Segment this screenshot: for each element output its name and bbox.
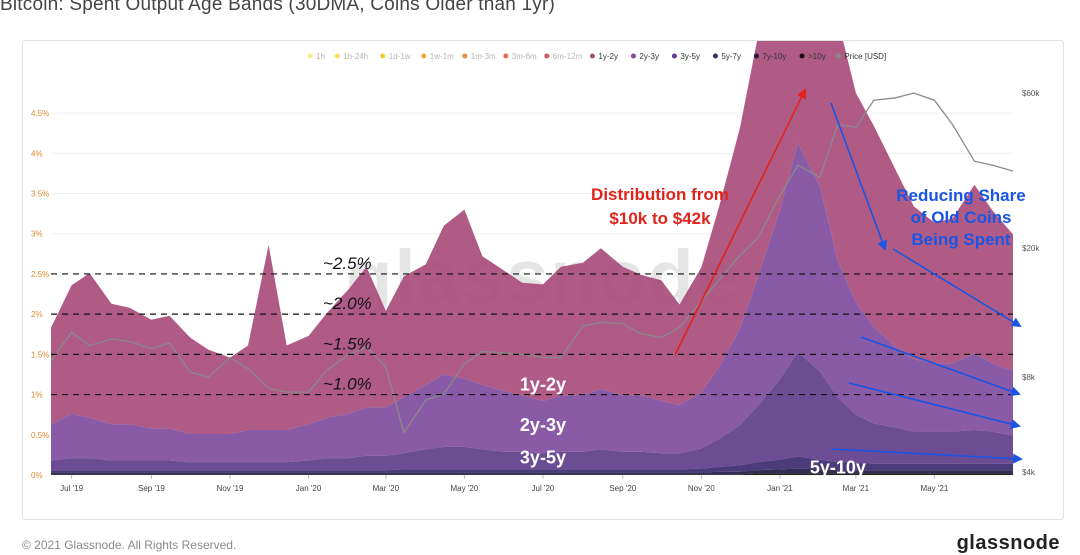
- legend-marker: [334, 53, 340, 59]
- chart-title: Bitcoin: Spent Output Age Bands (30DMA, …: [0, 0, 556, 15]
- y-tick-label-left: 1%: [31, 391, 43, 400]
- legend-marker: [712, 53, 718, 59]
- legend-item[interactable]: 3y-5y: [671, 52, 700, 61]
- y-tick-label-left: 0%: [31, 471, 43, 480]
- blue-arrow: [860, 336, 1021, 396]
- legend-item[interactable]: >10y: [799, 52, 826, 61]
- y-tick-label-right: $4k: [1022, 468, 1036, 477]
- blue-arrow: [892, 248, 1022, 328]
- legend-item[interactable]: 1m-3m: [462, 52, 496, 61]
- area-band-1y-2y: [51, 41, 1013, 434]
- legend-item[interactable]: 1w-1m: [421, 52, 454, 61]
- blue-annotation-text: of Old Coins: [910, 208, 1011, 227]
- reference-line-label: ~1.5%: [323, 334, 372, 353]
- x-tick-label: Nov '19: [217, 484, 244, 493]
- brand-logo-text: glassnode: [956, 532, 1060, 554]
- legend-label: 1h-24h: [343, 52, 368, 61]
- y-tick-label-left: 1.5%: [31, 350, 49, 359]
- legend-label: 6m-12m: [553, 52, 583, 61]
- legend-item[interactable]: 1d-1w: [380, 52, 411, 61]
- legend-item[interactable]: 6m-12m: [544, 52, 582, 61]
- legend-label: 1w-1m: [430, 52, 454, 61]
- blue-arrow: [830, 448, 1023, 464]
- legend-item[interactable]: 7y-10y: [753, 52, 787, 61]
- y-tick-label-left: 0.5%: [31, 431, 49, 440]
- x-tick-label: Jul '19: [60, 484, 83, 493]
- legend-item[interactable]: 2y-3y: [630, 52, 659, 61]
- y-tick-label-left: 3%: [31, 230, 43, 239]
- legend-label: Price [USD]: [844, 52, 886, 61]
- red-annotation-text: Distribution from: [591, 185, 729, 204]
- band-label: 5y-10y: [810, 457, 866, 477]
- legend-marker: [544, 53, 550, 59]
- x-tick-label: Nov '20: [688, 484, 715, 493]
- legend-item[interactable]: Price [USD]: [835, 52, 886, 61]
- reference-line-label: ~1.0%: [323, 375, 372, 394]
- blue-arrow: [848, 382, 1021, 429]
- legend-marker: [462, 53, 468, 59]
- band-label: 2y-3y: [520, 415, 566, 435]
- y-tick-label-left: 4%: [31, 149, 43, 158]
- red-annotation-text: $10k to $42k: [609, 209, 711, 228]
- legend-label: 1h: [316, 52, 325, 61]
- legend-marker: [421, 53, 427, 59]
- band-label: 3y-5y: [520, 448, 566, 468]
- legend-item[interactable]: 1h-24h: [334, 52, 368, 61]
- legend-marker: [630, 53, 636, 59]
- legend-label: 1m-3m: [471, 52, 496, 61]
- reference-line-label: ~2.5%: [323, 254, 372, 273]
- area-band-7y-10y: [51, 468, 1013, 475]
- legend-item[interactable]: 5y-7y: [712, 52, 741, 61]
- blue-annotation-text: Being Spent: [911, 230, 1011, 249]
- legend-marker: [799, 53, 805, 59]
- y-tick-label-right: $20k: [1022, 244, 1040, 253]
- x-tick-label: Jan '20: [296, 484, 322, 493]
- x-tick-label: Sep '19: [138, 484, 165, 493]
- y-tick-label-right: $60k: [1022, 89, 1040, 98]
- legend-item[interactable]: 3m-6m: [503, 52, 537, 61]
- x-tick-label: May '20: [451, 484, 479, 493]
- legend-label: 2y-3y: [639, 52, 659, 61]
- area-band-2y-3y: [51, 142, 1013, 463]
- legend-marker: [380, 53, 386, 59]
- y-tick-label-left: 2%: [31, 310, 43, 319]
- x-tick-label: Sep '20: [609, 484, 636, 493]
- legend-marker: [671, 53, 677, 59]
- legend-item[interactable]: 1y-2y: [589, 52, 618, 61]
- x-tick-label: Jul '20: [532, 484, 555, 493]
- red-arrow: [674, 88, 806, 356]
- area-band-3y-5y: [51, 352, 1013, 471]
- spent-output-age-bands-chart: glassnode ~1.0%~1.5%~2.0%~2.5% 0%0.5%1%1…: [31, 41, 1040, 493]
- legend-marker: [753, 53, 759, 59]
- copyright-text: © 2021 Glassnode. All Rights Reserved.: [22, 538, 237, 552]
- legend-marker: [589, 53, 595, 59]
- reference-line-label: ~2.0%: [323, 294, 372, 313]
- area-band-5y-7y: [51, 456, 1013, 473]
- legend-marker: [835, 53, 841, 59]
- y-tick-label-right: $8k: [1022, 373, 1036, 382]
- y-tick-label-left: 4.5%: [31, 109, 49, 118]
- y-tick-label-left: 3.5%: [31, 190, 49, 199]
- legend-label: 3y-5y: [680, 52, 700, 61]
- area-band-gt10y: [51, 473, 1013, 475]
- x-tick-label: Jan '21: [767, 484, 793, 493]
- x-tick-label: Mar '20: [373, 484, 400, 493]
- legend-label: 3m-6m: [512, 52, 537, 61]
- legend-label: 5y-7y: [721, 52, 741, 61]
- x-tick-label: Mar '21: [843, 484, 870, 493]
- legend-label: 1y-2y: [598, 52, 618, 61]
- x-tick-label: May '21: [921, 484, 949, 493]
- legend-label: >10y: [808, 52, 826, 61]
- band-label: 1y-2y: [520, 375, 566, 395]
- blue-annotation-text: Reducing Share: [896, 186, 1025, 205]
- y-tick-label-left: 2.5%: [31, 270, 49, 279]
- legend-label: 7y-10y: [762, 52, 786, 61]
- legend-marker: [307, 53, 313, 59]
- chart-panel: glassnode ~1.0% ~1.5% ~2.0% ~2.5% 0% 0.5% 1% 1…: [22, 40, 1064, 520]
- legend-item[interactable]: 1h: [307, 52, 325, 61]
- blue-arrow: [830, 102, 887, 251]
- price-line: [50, 92, 1014, 435]
- legend-label: 1d-1w: [389, 52, 411, 61]
- legend-marker: [503, 53, 509, 59]
